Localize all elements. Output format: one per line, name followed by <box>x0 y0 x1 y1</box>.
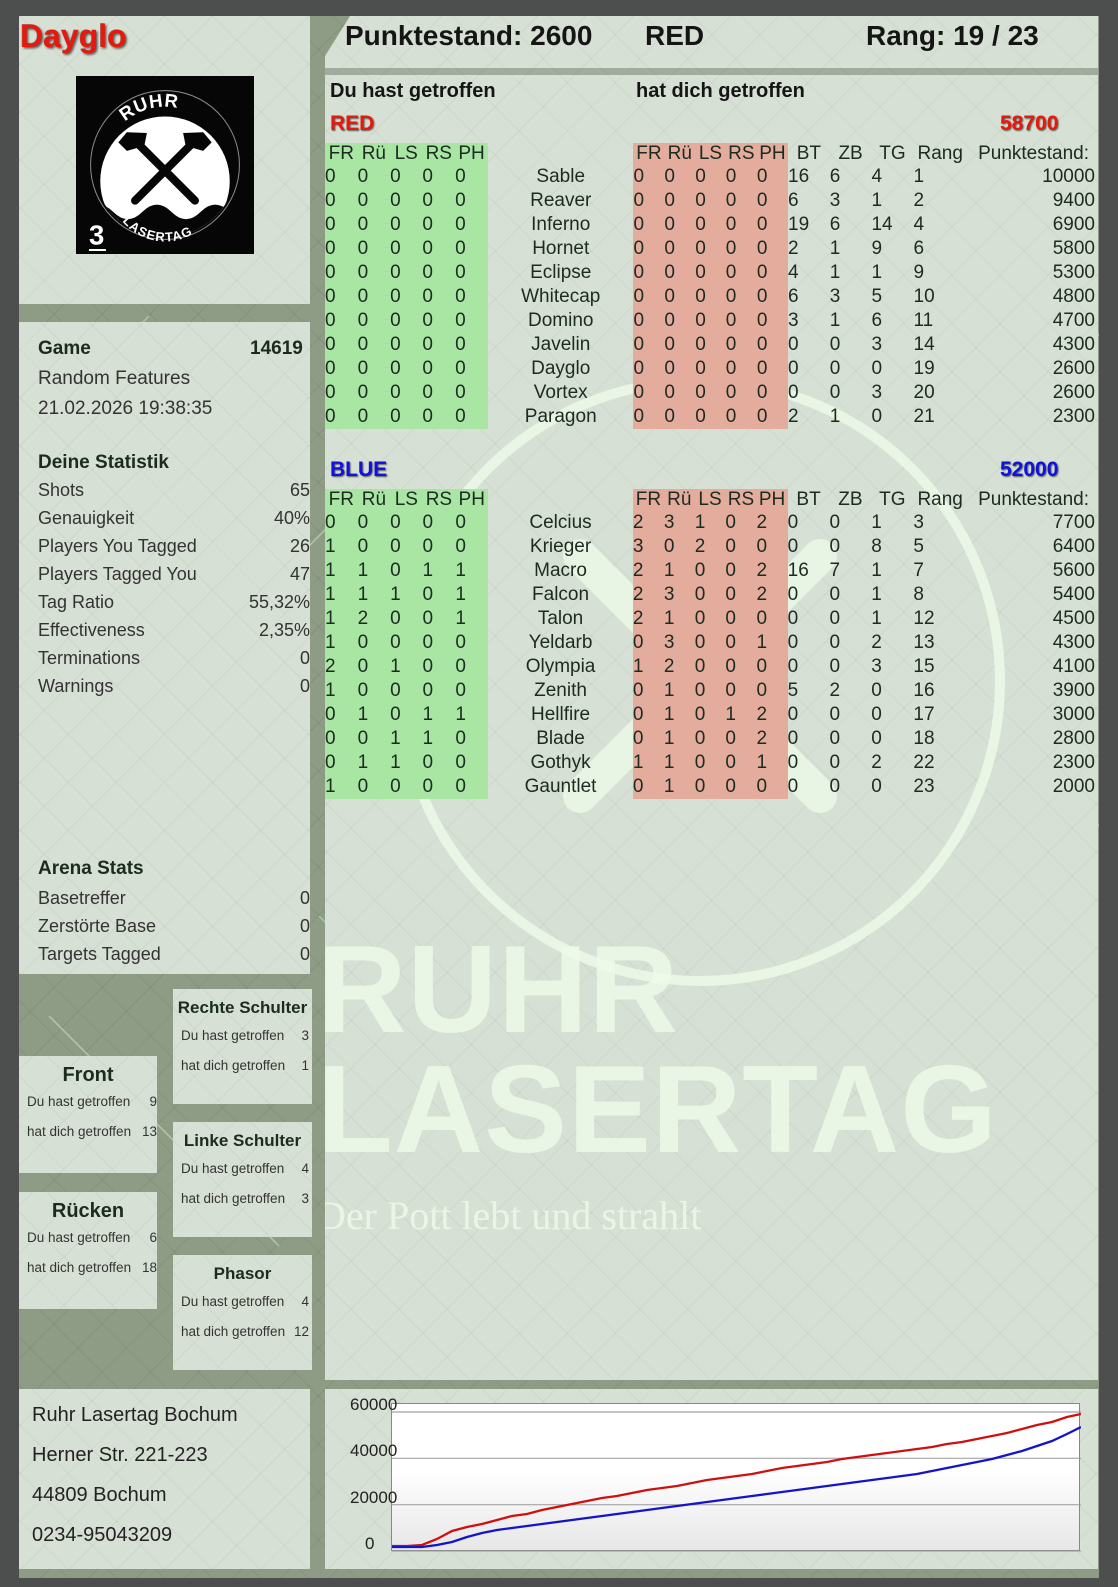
svg-text:3: 3 <box>89 219 104 250</box>
svg-text:RUHR: RUHR <box>325 921 679 1059</box>
svg-text:LASERTAG: LASERTAG <box>325 1041 998 1179</box>
svg-text:Der Pott lebt und strahlt: Der Pott lebt und strahlt <box>325 1193 701 1238</box>
